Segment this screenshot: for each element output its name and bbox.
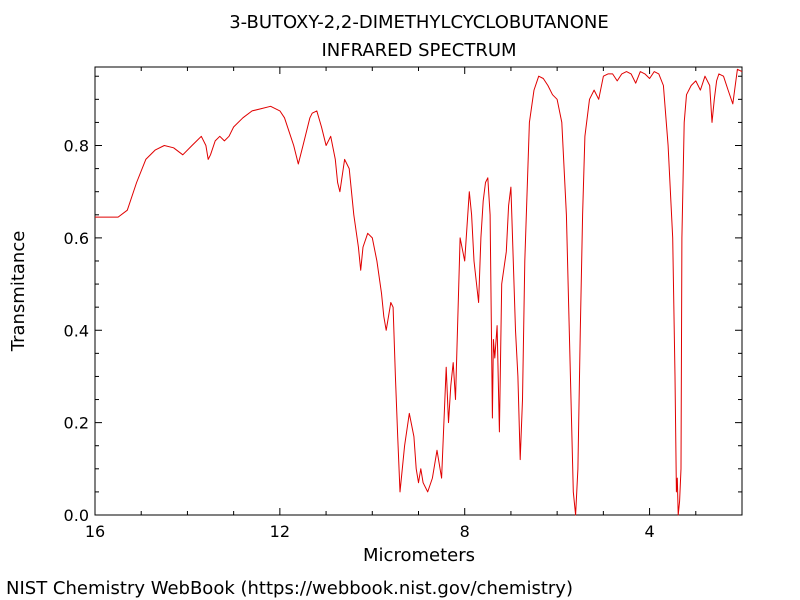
- source-credit: NIST Chemistry WebBook (https://webbook.…: [6, 578, 573, 599]
- plot-frame: [94, 66, 743, 516]
- spectrum-line: [95, 68, 743, 516]
- y-tick-label: 0.8: [64, 137, 89, 156]
- x-tick-label: 8: [460, 522, 470, 541]
- y-tick-label: 0.2: [64, 414, 89, 433]
- x-axis-label: Micrometers: [363, 545, 475, 566]
- plot-area: 16 12 8 4 0.0 0.2 0.4 0.6 0.8: [64, 66, 743, 541]
- x-tick-label: 4: [644, 522, 654, 541]
- y-axis-label: Transmitance: [8, 231, 29, 353]
- chart-title: 3-BUTOXY-2,2-DIMETHYLCYCLOBUTANONE: [229, 12, 609, 33]
- y-tick-label: 0.6: [64, 229, 89, 248]
- x-tick-label: 16: [85, 522, 105, 541]
- axis-ticks: 16 12 8 4 0.0 0.2 0.4 0.6 0.8: [64, 67, 742, 541]
- chart-subtitle: INFRARED SPECTRUM: [321, 40, 516, 61]
- x-tick-label: 12: [270, 522, 290, 541]
- y-tick-label: 0.4: [64, 321, 89, 340]
- y-tick-label: 0.0: [64, 506, 89, 525]
